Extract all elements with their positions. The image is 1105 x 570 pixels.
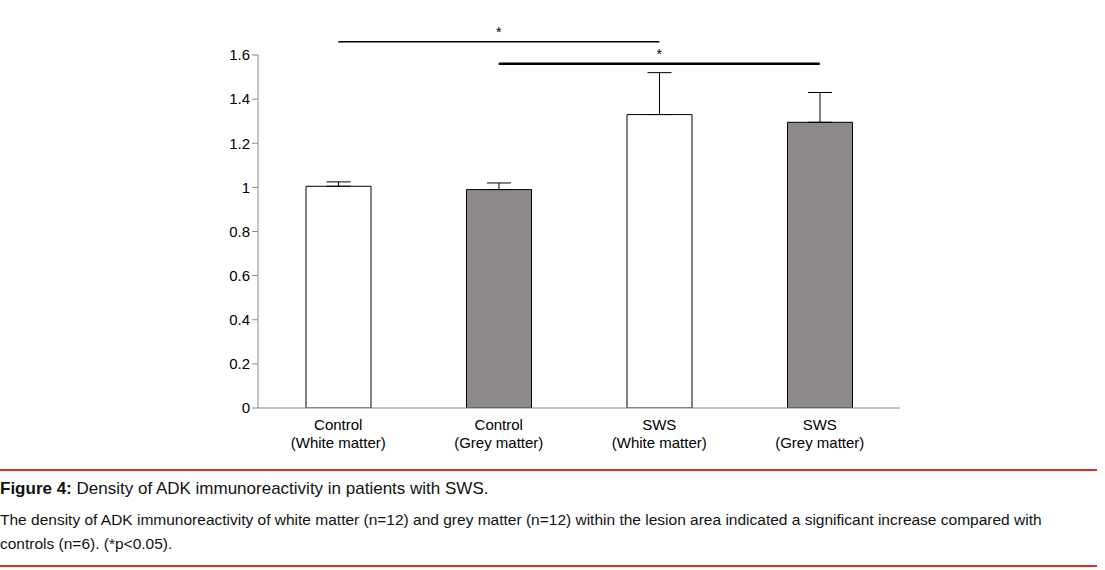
svg-text:0: 0 <box>242 399 250 416</box>
svg-text:0.6: 0.6 <box>229 267 250 284</box>
svg-text:1.4: 1.4 <box>229 90 250 107</box>
html-text:Figure 4: Density of ADK immun: Figure 4: Density of ADK immunoreactivit… <box>0 479 489 498</box>
svg-text:SWS(White matter): SWS(White matter) <box>612 416 707 451</box>
svg-text:Control(Grey matter): Control(Grey matter) <box>454 416 543 451</box>
svg-text:1.6: 1.6 <box>229 46 250 63</box>
svg-text:0.2: 0.2 <box>229 355 250 372</box>
svg-text:1.2: 1.2 <box>229 135 250 152</box>
svg-text:1: 1 <box>242 179 250 196</box>
svg-text:SWS(Grey matter): SWS(Grey matter) <box>775 416 864 451</box>
svg-text:*: * <box>496 24 502 40</box>
svg-text:Control(White matter): Control(White matter) <box>291 416 386 451</box>
svg-text:*: * <box>657 46 663 62</box>
svg-text:0.4: 0.4 <box>229 311 250 328</box>
html-text:The density of ADK immunoreact: The density of ADK immunoreactivity of w… <box>0 511 1042 552</box>
svg-text:0.8: 0.8 <box>229 223 250 240</box>
